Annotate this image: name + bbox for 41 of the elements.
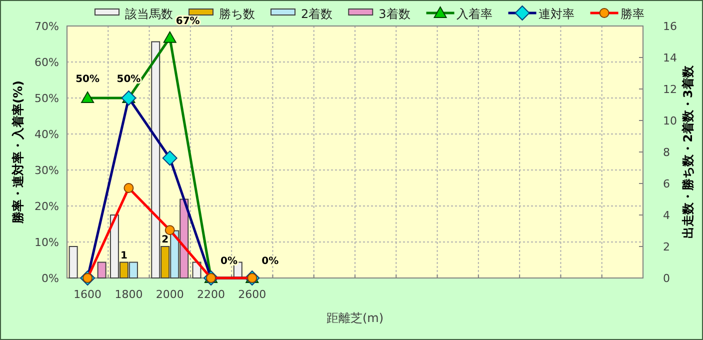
data-label: 50% (76, 74, 100, 85)
legend-label: 勝率 (620, 7, 644, 21)
y2-tick-label: 8 (663, 146, 670, 159)
y2-axis-title: 出走数・勝ち数・2着数・3着数 (681, 64, 695, 238)
data-label: 67% (176, 16, 200, 27)
x-tick-label: 1600 (74, 288, 102, 301)
data-label: 2 (162, 234, 169, 246)
x-tick-label: 1800 (114, 288, 143, 301)
y-tick-label: 0% (42, 272, 59, 285)
legend-label: 該当馬数 (125, 7, 173, 21)
legend-label: 3着数 (378, 7, 410, 21)
legend-label: 連対率 (538, 7, 574, 21)
y-tick-label: 30% (34, 164, 59, 177)
y2-tick-label: 12 (663, 83, 677, 96)
y-tick-label: 50% (34, 92, 59, 105)
x-tick-label: 2600 (238, 288, 266, 301)
x-axis-title: 距離芝(m) (326, 311, 384, 325)
legend-label: 勝ち数 (219, 7, 255, 21)
legend-label: 2着数 (301, 7, 333, 21)
x-tick-label: 2200 (197, 288, 225, 301)
bar (97, 262, 106, 278)
y2-tick-label: 14 (663, 52, 677, 64)
y-axis-title: 勝率・連対率・入着率(%) (11, 80, 25, 224)
data-label: 0% (262, 256, 279, 267)
y-tick-label: 40% (34, 128, 59, 141)
bar (68, 246, 78, 278)
y-tick-label: 20% (34, 200, 59, 213)
x-tick-label: 2000 (156, 288, 184, 301)
y-tick-label: 60% (34, 56, 59, 69)
y2-tick-label: 6 (663, 178, 670, 190)
y2-tick-label: 0 (663, 272, 670, 285)
y2-tick-label: 16 (663, 20, 677, 33)
data-label: 0% (220, 256, 238, 267)
y2-tick-label: 10 (663, 114, 677, 128)
y2-tick-label: 4 (663, 209, 670, 222)
y2-tick-label: 2 (663, 240, 670, 254)
y-tick-label: 10% (34, 236, 59, 249)
data-label: 50% (116, 74, 141, 85)
data-label: 1 (120, 250, 128, 262)
y-tick-label: 70% (34, 20, 59, 33)
legend-label: 入着率 (456, 7, 492, 21)
